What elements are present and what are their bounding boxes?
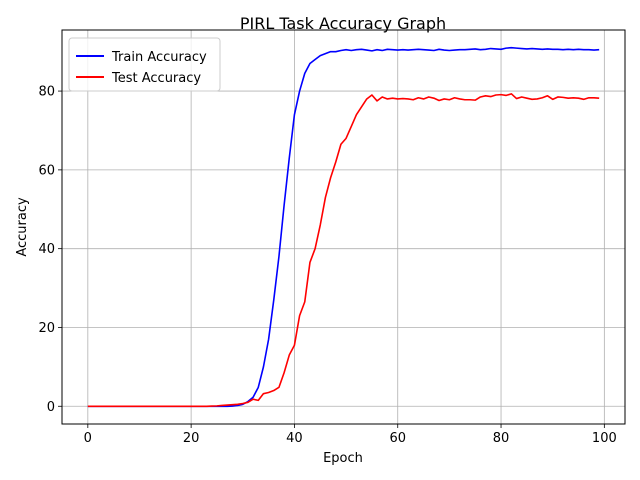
x-tick-label: 100 [592,431,617,446]
legend-label-train: Train Accuracy [111,50,207,65]
series-lines [87,46,600,408]
y-tick-label: 60 [38,163,55,178]
legend-label-test: Test Accuracy [111,71,201,86]
grid-lines [62,30,625,424]
x-tick-label: 0 [84,431,92,446]
y-tick-label: 80 [38,85,55,100]
y-tick-label: 20 [38,321,55,336]
x-tick-label: 60 [389,431,406,446]
x-tick-label: 20 [183,431,200,446]
plot-area-frame [61,29,626,425]
x-axis: 0 20 40 60 80 100 [84,424,617,446]
train-accuracy-line [87,46,600,408]
y-axis-label: Accuracy [15,197,30,257]
y-tick-label: 0 [47,400,55,415]
x-axis-label: Epoch [323,451,363,466]
legend: Train Accuracy Test Accuracy [68,37,221,92]
x-tick-label: 80 [493,431,510,446]
y-axis: 0 20 40 60 80 [38,85,62,415]
chart-title: PIRL Task Accuracy Graph [240,14,446,33]
legend-box [68,37,221,92]
test-accuracy-line [87,93,600,408]
x-tick-label: 40 [286,431,303,446]
y-tick-label: 40 [38,242,55,257]
